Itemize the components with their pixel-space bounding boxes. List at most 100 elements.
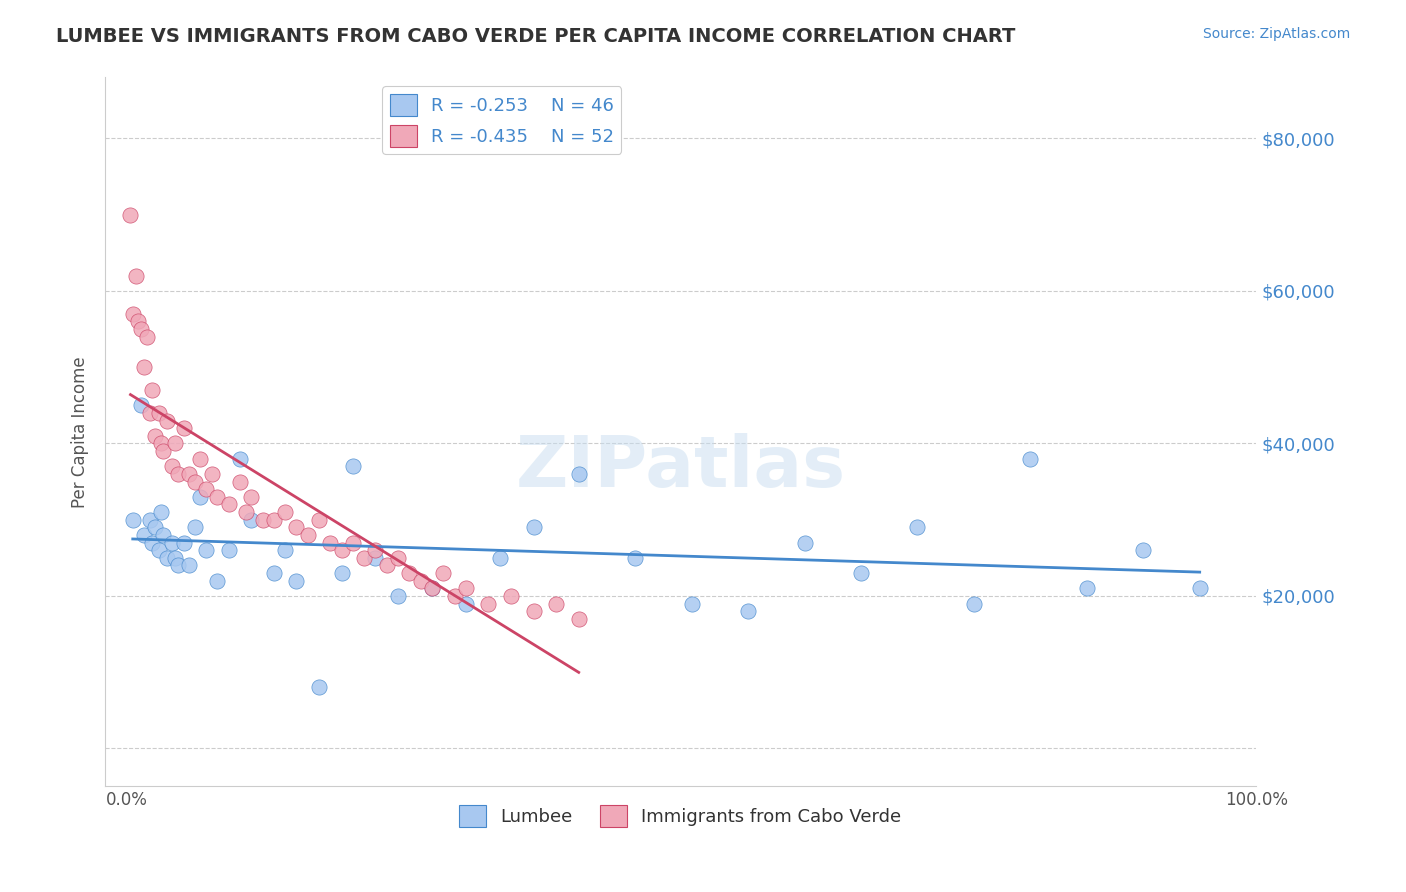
Point <box>184 520 207 534</box>
Point <box>218 497 240 511</box>
Text: ZIPatlas: ZIPatlas <box>515 433 845 502</box>
Text: LUMBEE VS IMMIGRANTS FROM CABO VERDE PER CAPITA INCOME CORRELATION CHART: LUMBEE VS IMMIGRANTS FROM CABO VERDE PER… <box>56 27 1015 45</box>
Point <box>454 581 477 595</box>
Point <box>330 543 353 558</box>
Point <box>398 566 420 580</box>
Point <box>263 566 285 580</box>
Point <box>229 475 252 489</box>
Point <box>240 490 263 504</box>
Point <box>793 535 815 549</box>
Point <box>156 413 179 427</box>
Point <box>1019 451 1042 466</box>
Point <box>274 543 297 558</box>
Point <box>125 268 148 283</box>
Point <box>1188 581 1211 595</box>
Point <box>129 322 152 336</box>
Point <box>454 597 477 611</box>
Point <box>420 581 443 595</box>
Point <box>308 681 330 695</box>
Point <box>136 329 159 343</box>
Point <box>173 421 195 435</box>
Point <box>907 520 929 534</box>
Point <box>297 528 319 542</box>
Point <box>1132 543 1154 558</box>
Point <box>420 581 443 595</box>
Point <box>387 589 409 603</box>
Point <box>443 589 465 603</box>
Point <box>207 490 229 504</box>
Point <box>127 314 149 328</box>
Y-axis label: Per Capita Income: Per Capita Income <box>72 356 89 508</box>
Point <box>138 513 160 527</box>
Point <box>522 604 544 618</box>
Point <box>173 535 195 549</box>
Point <box>342 535 364 549</box>
Point <box>364 550 387 565</box>
Point <box>263 513 285 527</box>
Point <box>129 398 152 412</box>
Point <box>364 543 387 558</box>
Point <box>240 513 263 527</box>
Point <box>163 436 186 450</box>
Point <box>132 360 155 375</box>
Point <box>235 505 257 519</box>
Point <box>138 406 160 420</box>
Point <box>568 612 591 626</box>
Point <box>477 597 499 611</box>
Point <box>353 550 375 565</box>
Point <box>330 566 353 580</box>
Point <box>308 513 330 527</box>
Point <box>141 535 163 549</box>
Point <box>120 208 142 222</box>
Point <box>143 429 166 443</box>
Point <box>143 520 166 534</box>
Point <box>252 513 274 527</box>
Point <box>546 597 568 611</box>
Point <box>681 597 703 611</box>
Point <box>737 604 759 618</box>
Point <box>522 520 544 534</box>
Legend: Lumbee, Immigrants from Cabo Verde: Lumbee, Immigrants from Cabo Verde <box>451 797 908 834</box>
Point <box>152 444 174 458</box>
Point <box>190 451 212 466</box>
Point <box>195 543 218 558</box>
Point <box>488 550 510 565</box>
Point <box>162 459 184 474</box>
Point <box>387 550 409 565</box>
Point <box>375 558 398 573</box>
Point <box>1076 581 1098 595</box>
Point <box>342 459 364 474</box>
Point <box>184 475 207 489</box>
Point <box>218 543 240 558</box>
Point <box>141 383 163 397</box>
Point <box>624 550 647 565</box>
Point <box>149 505 172 519</box>
Point <box>285 574 308 588</box>
Point <box>499 589 522 603</box>
Point <box>162 535 184 549</box>
Point <box>207 574 229 588</box>
Point <box>849 566 872 580</box>
Point <box>319 535 342 549</box>
Point <box>149 436 172 450</box>
Point <box>163 550 186 565</box>
Point <box>121 513 143 527</box>
Point <box>179 467 201 481</box>
Point <box>152 528 174 542</box>
Point <box>409 574 432 588</box>
Point <box>432 566 454 580</box>
Point <box>156 550 179 565</box>
Point <box>195 482 218 496</box>
Point <box>963 597 986 611</box>
Point <box>201 467 224 481</box>
Point <box>167 467 190 481</box>
Point <box>190 490 212 504</box>
Point <box>148 406 170 420</box>
Point <box>229 451 252 466</box>
Point <box>121 307 143 321</box>
Point <box>132 528 155 542</box>
Point <box>148 543 170 558</box>
Text: Source: ZipAtlas.com: Source: ZipAtlas.com <box>1202 27 1350 41</box>
Point <box>285 520 308 534</box>
Point <box>167 558 190 573</box>
